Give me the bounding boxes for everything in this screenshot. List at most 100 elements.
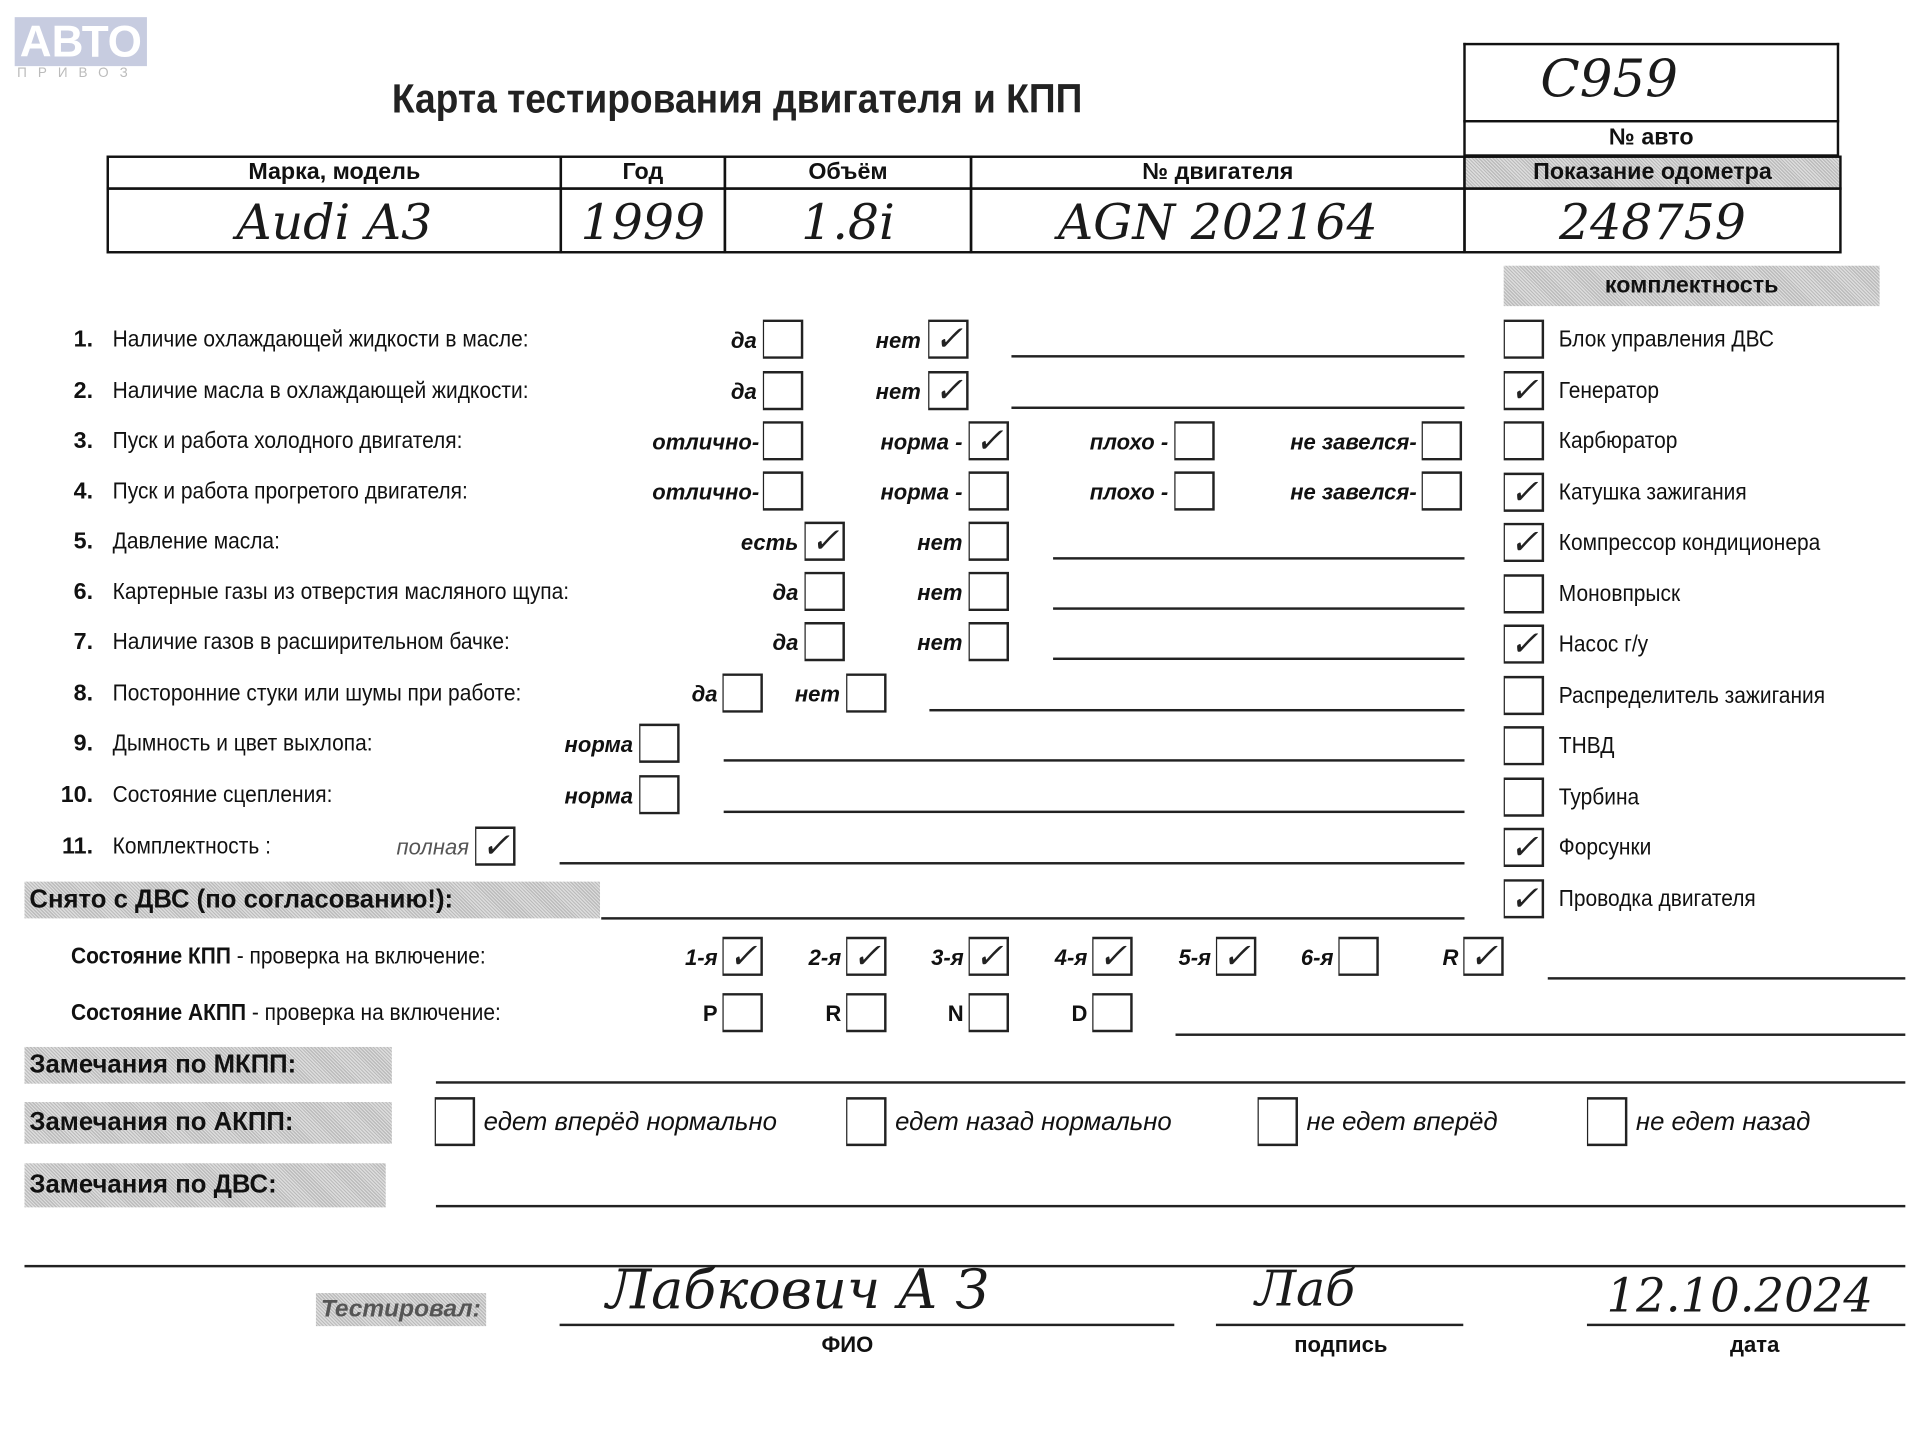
date-caption: дата	[1730, 1332, 1780, 1357]
option-label: есть	[740, 530, 799, 555]
gear-checkbox[interactable]: ✓	[846, 936, 887, 976]
gear-checkbox[interactable]	[846, 993, 887, 1033]
option-checkbox[interactable]	[968, 471, 1009, 511]
signoff-divider	[24, 1264, 1906, 1268]
car-number-box	[1463, 42, 1840, 123]
option-checkbox[interactable]: ✓	[804, 520, 845, 561]
option-checkbox[interactable]: ✓	[928, 319, 969, 359]
option-checkbox[interactable]: ✓	[928, 370, 969, 411]
option-label: не завелся-	[1290, 480, 1417, 505]
checkmark-icon: ✓	[1222, 935, 1251, 976]
gear-label: N	[947, 1001, 964, 1027]
auto-remark-checkbox[interactable]	[846, 1097, 887, 1147]
option-checkbox[interactable]	[968, 571, 1009, 612]
completeness-checkbox[interactable]: ✓	[1503, 471, 1545, 512]
check-number: 10.	[60, 782, 94, 809]
completeness-checkbox[interactable]	[1503, 776, 1545, 817]
checkmark-icon: ✓	[1509, 623, 1539, 664]
option-label: плохо -	[1089, 480, 1169, 505]
removed-line	[601, 917, 1465, 920]
check-label: Комплектность :	[112, 833, 271, 860]
option-label: да	[691, 682, 718, 707]
option-checkbox[interactable]	[762, 319, 804, 359]
option-checkbox[interactable]	[968, 622, 1009, 662]
option-checkbox[interactable]	[1421, 471, 1463, 511]
completeness-label: Проводка двигателя	[1558, 885, 1756, 912]
gear-checkbox[interactable]	[968, 993, 1009, 1033]
option-checkbox[interactable]	[804, 622, 845, 662]
option-label: полная	[396, 835, 469, 860]
checkmark-icon: ✓	[1098, 935, 1128, 976]
completeness-checkbox[interactable]: ✓	[1503, 827, 1545, 867]
label-rest: - проверка на включение:	[230, 944, 486, 970]
completeness-label: Компрессор кондиционера	[1558, 530, 1821, 556]
completeness-checkbox[interactable]: ✓	[1503, 370, 1545, 410]
checkmark-icon: ✓	[974, 420, 1004, 461]
gear-label: 2-я	[808, 945, 842, 970]
option-checkbox[interactable]	[1421, 421, 1463, 461]
option-checkbox[interactable]: ✓	[968, 420, 1009, 461]
option-checkbox[interactable]	[1174, 471, 1215, 511]
gear-checkbox[interactable]: ✓	[968, 935, 1009, 976]
table-value-4: 248759	[1463, 187, 1842, 254]
option-checkbox[interactable]	[968, 521, 1009, 561]
option-label: норма	[564, 783, 634, 809]
option-checkbox[interactable]	[639, 775, 680, 815]
option-checkbox[interactable]	[762, 421, 804, 461]
option-checkbox[interactable]	[639, 723, 680, 763]
label-rest: - проверка на включение:	[246, 1000, 501, 1027]
option-label: да	[730, 328, 757, 353]
auto_gearbox-line	[1175, 1033, 1906, 1036]
option-checkbox[interactable]	[722, 673, 763, 713]
option-label: норма	[564, 732, 634, 757]
remarks-engine-line	[435, 1204, 1906, 1208]
option-checkbox[interactable]: ✓	[475, 826, 516, 866]
gear-checkbox[interactable]: ✓	[1463, 936, 1504, 976]
gear-label: 5-я	[1178, 945, 1212, 970]
auto-remark-checkbox[interactable]	[1586, 1097, 1628, 1147]
gear-checkbox[interactable]: ✓	[1092, 935, 1133, 976]
gear-label: D	[1071, 1001, 1088, 1027]
signature-line	[1215, 1323, 1464, 1327]
completeness-label: Блок управления ДВС	[1558, 326, 1774, 353]
completeness-checkbox[interactable]	[1503, 319, 1545, 359]
option-checkbox[interactable]	[804, 571, 845, 612]
check-number: 3.	[73, 428, 94, 455]
gear-checkbox[interactable]	[722, 993, 763, 1033]
auto-remark-checkbox[interactable]	[434, 1097, 476, 1147]
completeness-checkbox[interactable]	[1503, 573, 1545, 613]
gear-checkbox[interactable]	[1338, 936, 1379, 976]
checkmark-icon: ✓	[1509, 521, 1539, 563]
check-number: 8.	[73, 680, 94, 707]
gear-checkbox[interactable]: ✓	[722, 936, 763, 976]
gear-checkbox[interactable]	[1092, 993, 1133, 1033]
answer-line	[1011, 406, 1465, 409]
check-label: Картерные газы из отверстия масляного щу…	[112, 579, 570, 605]
check-number: 9.	[73, 731, 94, 757]
option-checkbox[interactable]	[1174, 421, 1215, 461]
option-checkbox[interactable]	[846, 673, 887, 713]
option-label: не завелся-	[1290, 429, 1417, 455]
option-label: нет	[917, 580, 963, 605]
auto-remark-checkbox[interactable]	[1257, 1097, 1298, 1147]
option-checkbox[interactable]	[762, 471, 804, 511]
checkmark-icon: ✓	[974, 935, 1004, 976]
check-number: 5.	[73, 528, 94, 555]
completeness-checkbox[interactable]	[1503, 726, 1545, 766]
table-value-1: 1999	[559, 187, 727, 254]
answer-line	[929, 708, 1465, 712]
gear-label: R	[825, 1001, 842, 1027]
completeness-checkbox[interactable]: ✓	[1503, 878, 1545, 918]
checkmark-icon: ✓	[810, 520, 840, 561]
completeness-label: ТНВД	[1558, 733, 1615, 760]
option-label: нет	[875, 379, 921, 405]
remarks-engine-label: Замечания по ДВС:	[24, 1163, 386, 1208]
answer-line	[723, 810, 1465, 814]
completeness-checkbox[interactable]: ✓	[1503, 521, 1545, 563]
completeness-checkbox[interactable]	[1503, 421, 1545, 461]
gear-checkbox[interactable]: ✓	[1215, 935, 1257, 976]
completeness-checkbox[interactable]: ✓	[1503, 623, 1545, 664]
gear-label: R	[1442, 945, 1459, 970]
completeness-checkbox[interactable]	[1503, 675, 1545, 715]
option-checkbox[interactable]	[762, 371, 804, 411]
